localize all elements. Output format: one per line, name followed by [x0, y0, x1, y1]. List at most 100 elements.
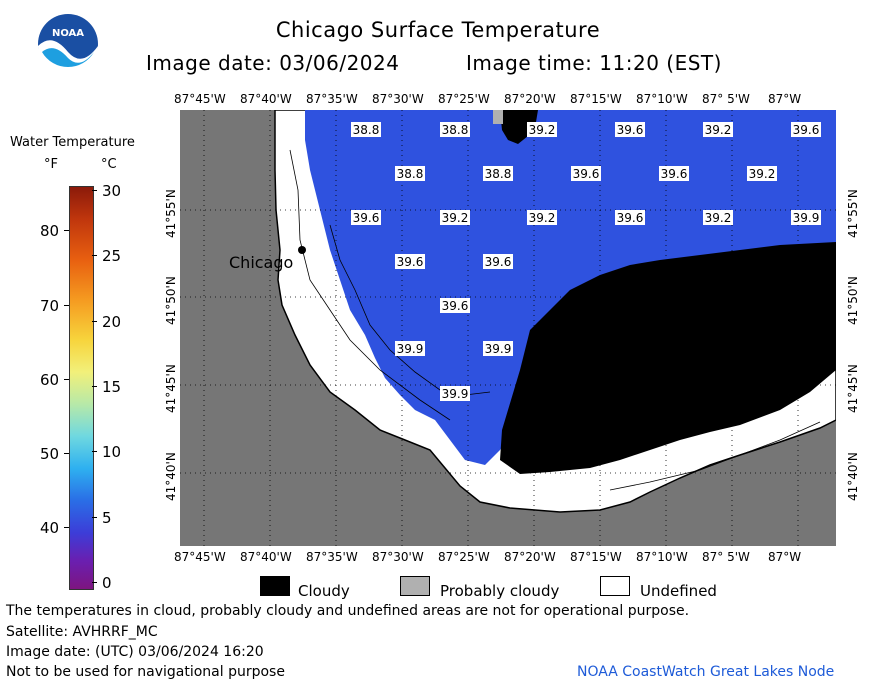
page-title: Chicago Surface Temperature [275, 18, 601, 42]
colorbar-c-tickmark [92, 451, 97, 453]
colorbar-c-tickmark [92, 582, 97, 583]
colorbar-c-tickmark [92, 255, 97, 257]
colorbar-unit-c: °C [101, 157, 117, 172]
footer-credit: NOAA CoastWatch Great Lakes Node [577, 664, 835, 680]
colorbar-c-tickmark [92, 320, 97, 322]
temperature-label: 39.2 [705, 123, 732, 137]
temperature-label-bg [440, 122, 470, 137]
colorbar-f-tick: 40 [40, 519, 60, 537]
legend-undefined-label: Undefined [640, 582, 717, 600]
colorbar-c-tick: 5 [102, 508, 112, 527]
temperature-label-bg [483, 166, 513, 181]
latitude-label: 41°50'N [164, 276, 178, 325]
image-time: Image time: 11:20 (EST) [466, 51, 722, 75]
footer-nav-warning: Not to be used for navigational purpose [6, 664, 285, 680]
city-label-chicago: Chicago [229, 253, 294, 272]
temperature-label-bg [351, 122, 381, 137]
temperature-label-bg [395, 166, 425, 181]
temperature-label: 38.8 [353, 123, 380, 137]
noaa-logo: NOAA [36, 12, 100, 76]
colorbar-f-tick: 80 [40, 222, 60, 240]
temperature-label-bg [747, 166, 777, 181]
longitude-label: 87°15'W [570, 550, 622, 564]
colorbar [69, 186, 94, 590]
colorbar-unit-f: °F [44, 157, 58, 172]
temperature-label-bg [703, 210, 733, 225]
legend-probably-cloudy-label: Probably cloudy [440, 582, 560, 600]
temperature-label: 39.9 [397, 342, 424, 356]
temperature-label: 39.2 [749, 167, 776, 181]
longitude-label: 87°30'W [372, 92, 424, 106]
longitude-label: 87°15'W [570, 92, 622, 106]
colorbar-f-tickmark [64, 305, 69, 306]
legend-undefined-swatch [600, 576, 630, 596]
temperature-label: 39.9 [485, 342, 512, 356]
colorbar-f-tick: 70 [40, 297, 60, 315]
longitude-label: 87° 5'W [702, 550, 750, 564]
temperature-label: 39.6 [397, 255, 424, 269]
contour-line [289, 149, 451, 421]
colorbar-f-tickmark [64, 527, 69, 528]
colorbar-c-tick: 10 [102, 443, 122, 462]
chicago-marker [298, 246, 306, 254]
footer-note: The temperatures in cloud, probably clou… [6, 603, 690, 619]
temperature-label: 39.6 [573, 167, 600, 181]
temperature-label-bg [483, 341, 513, 356]
longitude-label: 87°45'W [174, 92, 226, 106]
temperature-label: 39.6 [353, 211, 380, 225]
longitude-label: 87° 5'W [702, 92, 750, 106]
temperature-label: 39.6 [485, 255, 512, 269]
colorbar-f-tickmark [64, 379, 69, 380]
temperature-label: 39.2 [529, 211, 556, 225]
temperature-label: 38.8 [485, 167, 512, 181]
map-area: 38.8 38.8 39.2 39.6 39.2 39.6 38.8 38.8 39.6 39.6… [180, 110, 836, 546]
longitude-label: 87°W [768, 550, 802, 564]
temperature-label: 38.8 [442, 123, 469, 137]
temperature-label: 39.2 [705, 211, 732, 225]
colorbar-c-tickmark [92, 190, 97, 191]
temperature-label-bg [351, 210, 381, 225]
temperature-label: 39.2 [442, 211, 469, 225]
longitude-label: 87°40'W [240, 92, 292, 106]
longitude-label: 87°25'W [438, 92, 490, 106]
longitude-label: 87°30'W [372, 550, 424, 564]
temperature-label: 39.6 [442, 299, 469, 313]
temperature-label: 39.6 [661, 167, 688, 181]
temperature-label-bg [395, 254, 425, 269]
legend-cloudy-swatch [260, 576, 290, 596]
latitude-label: 41°55'N [164, 189, 178, 238]
colorbar-f-tick: 50 [40, 445, 60, 463]
longitude-label: 87°10'W [636, 550, 688, 564]
temperature-label-bg [440, 298, 470, 313]
temperature-label: 39.9 [442, 387, 469, 401]
latitude-label: 41°50'N [846, 276, 860, 325]
colorbar-c-tick: 25 [102, 247, 122, 266]
temperature-label-bg [527, 210, 557, 225]
latitude-label: 41°40'N [846, 452, 860, 501]
cloud-area-top [500, 110, 538, 144]
colorbar-c-tick: 0 [102, 574, 112, 592]
longitude-label: 87°35'W [306, 92, 358, 106]
colorbar-f-tickmark [64, 230, 69, 231]
footer-satellite: Satellite: AVHRRF_MC [6, 624, 158, 640]
longitude-label: 87°45'W [174, 550, 226, 564]
colorbar-c-tick: 30 [102, 182, 122, 200]
latitude-label: 41°55'N [846, 189, 860, 238]
latitude-label: 41°45'N [164, 364, 178, 413]
temperature-label-bg [571, 166, 601, 181]
colorbar-c-tickmark [92, 516, 97, 518]
temperature-labels: 38.8 38.8 39.2 39.6 39.2 39.6 38.8 38.8 39.6 39.6… [351, 122, 821, 401]
temperature-label-bg [440, 210, 470, 225]
temperature-label-bg [440, 386, 470, 401]
map-svg: 38.8 38.8 39.2 39.6 39.2 39.6 38.8 38.8 39.6 39.6… [180, 110, 836, 546]
longitude-label: 87°W [768, 92, 802, 106]
colorbar-f-tick: 60 [40, 371, 60, 389]
temperature-label-bg [615, 210, 645, 225]
longitude-label: 87°20'W [504, 92, 556, 106]
longitude-label: 87°40'W [240, 550, 292, 564]
temperature-label-bg [615, 122, 645, 137]
temperature-label: 39.6 [793, 123, 820, 137]
legend-probably-cloudy-swatch [400, 576, 430, 596]
colorbar-title: Water Temperature [10, 135, 135, 150]
temperature-label: 39.9 [793, 211, 820, 225]
